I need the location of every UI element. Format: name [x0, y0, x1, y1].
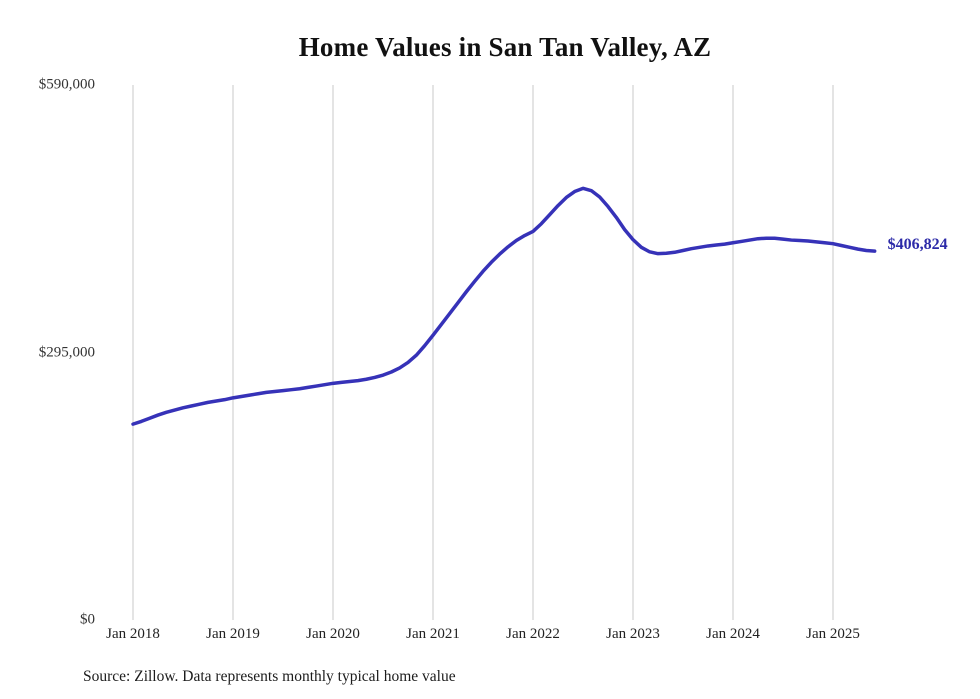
x-tick-label: Jan 2023: [606, 626, 660, 642]
source-note: Source: Zillow. Data represents monthly …: [83, 668, 456, 685]
x-tick-label: Jan 2025: [806, 626, 860, 642]
x-tick-label: Jan 2022: [506, 626, 560, 642]
x-tick-label: Jan 2020: [306, 626, 360, 642]
x-tick-label: Jan 2019: [206, 626, 260, 642]
x-tick-label: Jan 2018: [106, 626, 160, 642]
latest-value-label: $406,824: [887, 236, 948, 254]
chart-title: Home Values in San Tan Valley, AZ: [298, 32, 712, 62]
home-value-line: [131, 186, 877, 426]
y-tick-label: $0: [80, 611, 95, 628]
y-tick-label: $590,000: [38, 76, 95, 93]
x-tick-label: Jan 2021: [406, 626, 460, 642]
y-tick-label: $295,000: [38, 344, 95, 360]
x-tick-label: Jan 2024: [706, 626, 760, 642]
